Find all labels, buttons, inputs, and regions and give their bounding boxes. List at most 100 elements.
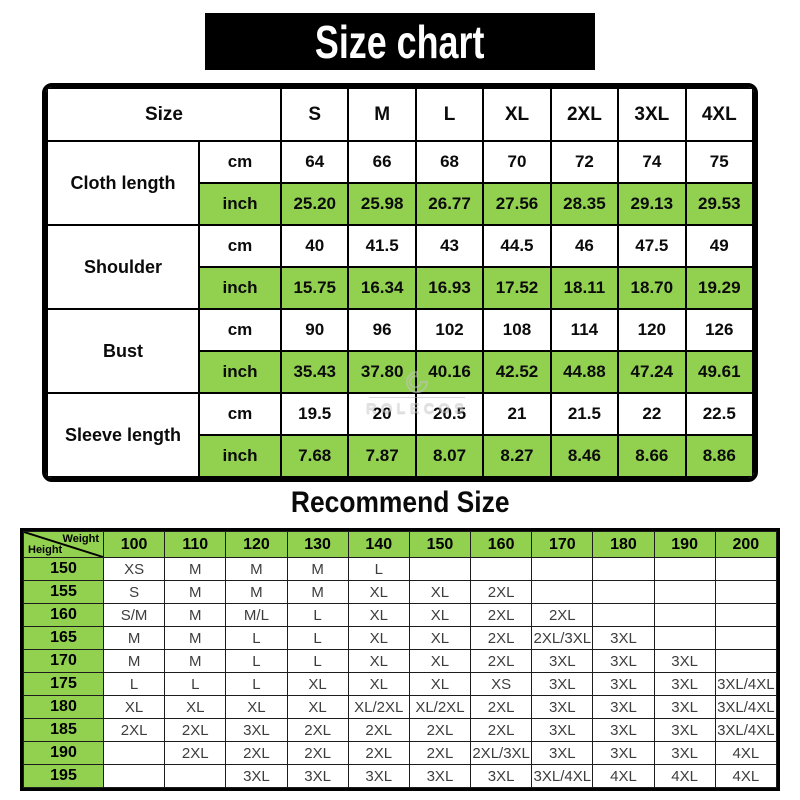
recommended-size-cell: 2XL xyxy=(347,741,410,765)
weight-column-header: 120 xyxy=(225,531,288,558)
measurement-cm-row: Shoulder cm 40 41.5 43 44.5 46 47.5 49 xyxy=(46,224,754,310)
recommended-size-cell: M xyxy=(102,649,166,673)
recommended-size-cell: 3XL/4XL xyxy=(531,764,594,788)
measurement-inch-row: inch 35.43 37.80 40.16 42.52 44.88 47.24 49.61 xyxy=(47,350,754,394)
recommended-size-cell: M/L xyxy=(225,603,288,627)
size-column-header: 3XL xyxy=(617,87,687,142)
height-row-header: 170 xyxy=(23,649,104,673)
measurement-cm-row: Cloth length cm 64 66 68 70 72 74 75 xyxy=(46,140,754,226)
recommended-size-cell: 3XL/4XL xyxy=(714,695,778,719)
cm-value-cell: 43 xyxy=(414,224,485,268)
inch-value-cell: 35.43 xyxy=(279,350,350,394)
inch-value-cell: 16.93 xyxy=(414,266,485,310)
size-table-header-row: Size S M L XL 2XL 3XL 4XL xyxy=(46,87,754,142)
recommended-size-cell: 3XL xyxy=(653,649,716,673)
weight-column-header: 200 xyxy=(714,531,778,558)
recommended-size-cell xyxy=(470,557,533,581)
cm-value-cell: 64 xyxy=(279,140,350,184)
recommended-size-cell: XL xyxy=(408,649,472,673)
recommend-table-row: 165 M M L L XL XL 2XL 2XL/3XL 3XL xyxy=(23,626,778,650)
weight-column-header: 150 xyxy=(408,531,472,558)
recommended-size-cell xyxy=(592,557,655,581)
cm-value-cell: 47.5 xyxy=(617,224,687,268)
recommended-size-cell xyxy=(714,580,778,604)
inch-value-cell: 26.77 xyxy=(414,182,485,226)
recommended-size-cell xyxy=(714,649,778,673)
recommended-size-cell: 2XL xyxy=(408,741,472,765)
recommended-size-cell: XL xyxy=(286,672,349,696)
recommended-size-cell: 3XL xyxy=(286,764,349,788)
recommended-size-cell: 3XL xyxy=(653,695,716,719)
measurement-inch-row: inch 25.20 25.98 26.77 27.56 28.35 29.13 29.53 xyxy=(47,182,754,226)
cm-value-cell: 126 xyxy=(684,308,754,352)
size-chart-banner: Size chart xyxy=(205,13,595,70)
recommended-size-cell: 4XL xyxy=(714,764,778,788)
weight-column-header: 110 xyxy=(164,531,227,558)
recommended-size-cell: 2XL xyxy=(408,718,472,742)
measurement-label: Cloth length xyxy=(46,140,200,226)
recommended-size-cell: 2XL/3XL xyxy=(470,741,533,765)
recommended-size-cell: XL xyxy=(347,603,410,627)
recommended-size-cell: 3XL xyxy=(531,672,594,696)
recommended-size-cell: XL xyxy=(347,580,410,604)
unit-label-inch: inch xyxy=(198,266,282,310)
recommended-size-cell: XL xyxy=(408,580,472,604)
unit-label-cm: cm xyxy=(198,308,282,352)
recommended-size-cell: 2XL xyxy=(470,603,533,627)
recommended-size-cell: 3XL xyxy=(531,741,594,765)
cm-value-cell: 70 xyxy=(482,140,552,184)
cm-value-cell: 19.5 xyxy=(279,392,350,436)
recommended-size-cell: 3XL xyxy=(592,626,655,650)
unit-label-inch: inch xyxy=(198,434,282,478)
inch-value-cell: 44.88 xyxy=(549,350,620,394)
recommended-size-cell: 3XL/4XL xyxy=(714,672,778,696)
unit-label-inch: inch xyxy=(198,350,282,394)
size-table-wrapper: Size S M L XL 2XL 3XL 4XL Cloth length cm 64 66 68… xyxy=(42,83,758,482)
recommended-size-cell xyxy=(408,557,472,581)
recommended-size-cell: 3XL/4XL xyxy=(714,718,778,742)
recommended-size-cell: XL xyxy=(347,649,410,673)
recommended-size-cell: 4XL xyxy=(714,741,778,765)
cm-value-cell: 20.5 xyxy=(414,392,485,436)
weight-column-header: 100 xyxy=(102,531,166,558)
recommended-size-cell: 2XL xyxy=(286,741,349,765)
cm-value-cell: 96 xyxy=(347,308,417,352)
inch-value-cell: 8.46 xyxy=(549,434,620,478)
inch-value-cell: 49.61 xyxy=(684,350,754,394)
recommended-size-cell xyxy=(714,557,778,581)
recommended-size-cell: S xyxy=(102,580,166,604)
height-row-header: 180 xyxy=(23,695,104,719)
recommend-table-row: 175 L L L XL XL XL XS 3XL 3XL 3XL 3XL/4XL xyxy=(23,672,778,696)
weight-column-header: 180 xyxy=(592,531,655,558)
weight-column-header: 140 xyxy=(347,531,410,558)
cm-value-cell: 21.5 xyxy=(549,392,620,436)
recommended-size-cell: 3XL xyxy=(408,764,472,788)
recommended-size-cell: 3XL xyxy=(592,695,655,719)
cm-value-cell: 75 xyxy=(684,140,754,184)
recommend-size-heading: Recommend Size xyxy=(0,486,800,519)
inch-value-cell: 19.29 xyxy=(684,266,754,310)
recommended-size-cell: L xyxy=(225,649,288,673)
cm-value-cell: 44.5 xyxy=(482,224,552,268)
height-row-header: 155 xyxy=(23,580,104,604)
recommended-size-cell: 2XL xyxy=(470,626,533,650)
recommended-size-cell: 3XL xyxy=(470,764,533,788)
inch-value-cell: 18.11 xyxy=(549,266,620,310)
recommended-size-cell: 2XL xyxy=(164,718,227,742)
recommended-size-cell xyxy=(531,580,594,604)
recommend-table-row: 190 2XL 2XL 2XL 2XL 2XL 2XL/3XL 3XL 3XL 3XL 4XL xyxy=(23,741,778,765)
recommended-size-cell xyxy=(653,557,716,581)
recommended-size-cell: 3XL xyxy=(531,718,594,742)
inch-value-cell: 15.75 xyxy=(279,266,350,310)
recommended-size-cell: XL xyxy=(408,672,472,696)
cm-value-cell: 68 xyxy=(414,140,485,184)
unit-label-cm: cm xyxy=(198,140,282,184)
cm-value-cell: 22 xyxy=(617,392,687,436)
recommended-size-cell: 3XL xyxy=(347,764,410,788)
inch-value-cell: 29.13 xyxy=(617,182,687,226)
recommended-size-cell xyxy=(592,580,655,604)
measurement-inch-row: inch 7.68 7.87 8.07 8.27 8.46 8.66 8.86 xyxy=(47,434,754,478)
inch-value-cell: 47.24 xyxy=(617,350,687,394)
cm-value-cell: 66 xyxy=(347,140,417,184)
cm-value-cell: 74 xyxy=(617,140,687,184)
